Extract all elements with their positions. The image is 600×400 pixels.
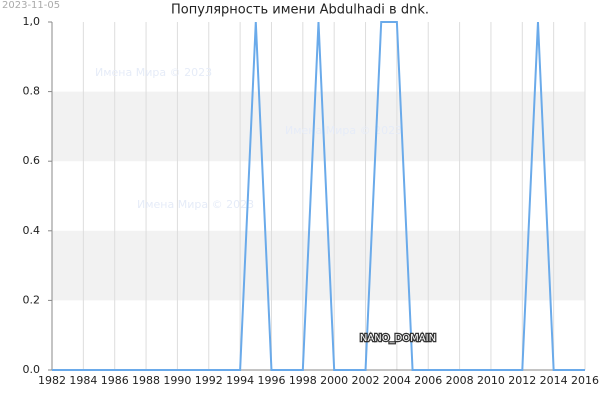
x-tick-label: 1984 bbox=[69, 374, 97, 387]
domain-label: NANO_DOMAIN bbox=[360, 333, 436, 344]
x-tick-label: 1990 bbox=[163, 374, 191, 387]
y-tick-label: 0.8 bbox=[23, 85, 41, 98]
x-tick-label: 2000 bbox=[320, 374, 348, 387]
x-tick-label: 2004 bbox=[383, 374, 411, 387]
x-tick-label: 2012 bbox=[508, 374, 536, 387]
watermark: Имена Мира © 2023 bbox=[285, 124, 402, 137]
watermark: Имена Мира © 2023 bbox=[95, 66, 212, 79]
x-tick-label: 1988 bbox=[132, 374, 160, 387]
y-tick-label: 0.2 bbox=[23, 293, 41, 306]
x-tick-label: 1982 bbox=[38, 374, 66, 387]
grid-band bbox=[52, 230, 585, 301]
x-tick-label: 2014 bbox=[540, 374, 568, 387]
x-tick-label: 1994 bbox=[226, 374, 254, 387]
x-tick-label: 2016 bbox=[571, 374, 599, 387]
y-tick-label: 0.6 bbox=[23, 154, 41, 167]
chart-title: Популярность имени Abdulhadi в dnk. bbox=[171, 3, 429, 18]
x-tick-label: 2006 bbox=[414, 374, 442, 387]
x-tick-label: 1996 bbox=[257, 374, 285, 387]
x-tick-label: 1986 bbox=[101, 374, 129, 387]
data-line bbox=[52, 21, 585, 371]
x-tick-label: 2010 bbox=[477, 374, 505, 387]
x-tick-label: 2002 bbox=[352, 374, 380, 387]
y-tick-label: 0.0 bbox=[23, 363, 41, 376]
x-tick-label: 2008 bbox=[446, 374, 474, 387]
x-tick-label: 1992 bbox=[195, 374, 223, 387]
x-tick-label: 1998 bbox=[289, 374, 317, 387]
watermark: Имена Мира © 2023 bbox=[137, 198, 254, 211]
grid-band bbox=[52, 91, 585, 162]
date-stamp: 2023-11-05 bbox=[2, 0, 60, 11]
y-tick-label: 1,0 bbox=[23, 15, 41, 28]
y-tick-label: 0.4 bbox=[23, 224, 41, 237]
